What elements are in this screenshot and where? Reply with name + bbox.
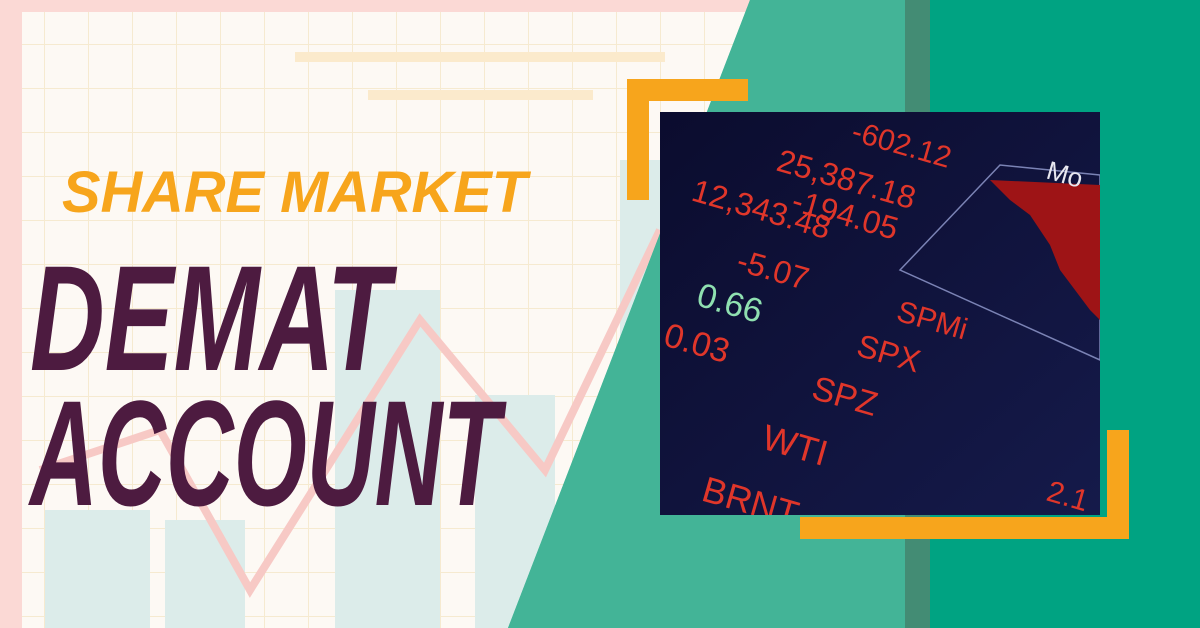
deco-bar [368,90,593,100]
deco-line [38,228,664,598]
deco-bar [295,52,665,62]
photo [660,112,1100,515]
kicker: SHARE MARKET [62,160,532,225]
deco-columns [45,160,660,628]
frame-corner [800,430,1129,539]
border-left [0,0,22,628]
title-line: DEMAT [30,234,398,402]
title-line: ACCOUNT [27,369,507,537]
frame-corner [627,79,748,200]
border-top [0,0,760,12]
